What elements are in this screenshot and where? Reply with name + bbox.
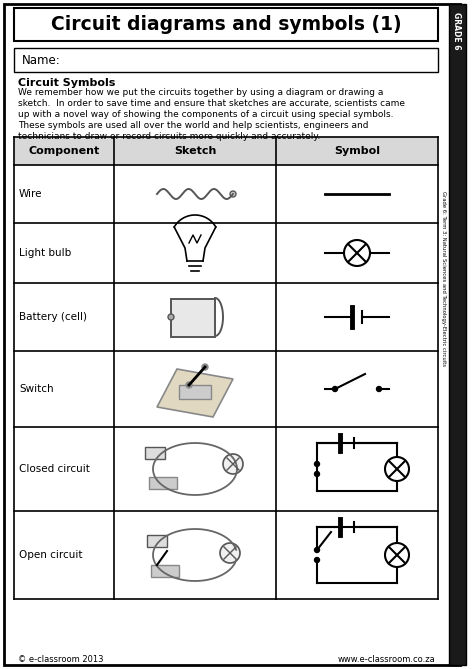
Circle shape — [315, 547, 319, 553]
Circle shape — [315, 472, 319, 476]
Bar — [14, 137, 438, 165]
Text: Component: Component — [28, 146, 100, 156]
Text: GRADE 6: GRADE 6 — [453, 12, 462, 50]
Text: We remember how we put the circuits together by using a diagram or drawing a: We remember how we put the circuits toge… — [18, 88, 383, 97]
Text: Switch: Switch — [19, 384, 54, 394]
Text: sketch.  In order to save time and ensure that sketches are accurate, scientists: sketch. In order to save time and ensure… — [18, 99, 405, 108]
Circle shape — [315, 462, 319, 466]
Text: technicians to draw or record circuits more quickly and accurately.: technicians to draw or record circuits m… — [18, 132, 320, 141]
Polygon shape — [157, 369, 233, 417]
Circle shape — [315, 557, 319, 563]
Bar — [171, 299, 215, 337]
Text: www.e-classroom.co.za: www.e-classroom.co.za — [337, 654, 435, 664]
Circle shape — [344, 240, 370, 266]
Text: Grade 6: Term 3: Natural Sciences and Technology-Electric circuits: Grade 6: Term 3: Natural Sciences and Te… — [441, 191, 447, 367]
Text: Circuit Symbols: Circuit Symbols — [18, 78, 115, 88]
Bar — [147, 535, 167, 547]
Bar — [151, 565, 179, 577]
Text: Closed circuit: Closed circuit — [19, 464, 90, 474]
Bar — [449, 4, 466, 665]
Circle shape — [230, 191, 236, 197]
Circle shape — [220, 543, 240, 563]
Circle shape — [385, 457, 409, 481]
Text: Battery (cell): Battery (cell) — [19, 312, 87, 322]
Circle shape — [202, 364, 208, 370]
Text: Name:: Name: — [22, 54, 61, 66]
Text: Circuit diagrams and symbols (1): Circuit diagrams and symbols (1) — [51, 15, 401, 35]
Text: Light bulb: Light bulb — [19, 248, 71, 258]
Bar — [149, 477, 177, 489]
Text: Sketch: Sketch — [174, 146, 216, 156]
Text: Symbol: Symbol — [334, 146, 380, 156]
Bar — [145, 447, 165, 459]
Circle shape — [376, 387, 382, 391]
Circle shape — [223, 454, 243, 474]
Circle shape — [186, 382, 192, 388]
Text: up with a novel way of showing the components of a circuit using special symbols: up with a novel way of showing the compo… — [18, 110, 393, 119]
Text: These symbols are used all over the world and help scientists, engineers and: These symbols are used all over the worl… — [18, 121, 368, 130]
Bar — [14, 48, 438, 72]
Text: © e-classroom 2013: © e-classroom 2013 — [18, 654, 103, 664]
Circle shape — [385, 543, 409, 567]
Text: Open circuit: Open circuit — [19, 550, 82, 560]
Text: Wire: Wire — [19, 189, 43, 199]
Bar — [179, 385, 211, 399]
Circle shape — [168, 314, 174, 320]
Bar — [14, 8, 438, 41]
Circle shape — [332, 387, 337, 391]
